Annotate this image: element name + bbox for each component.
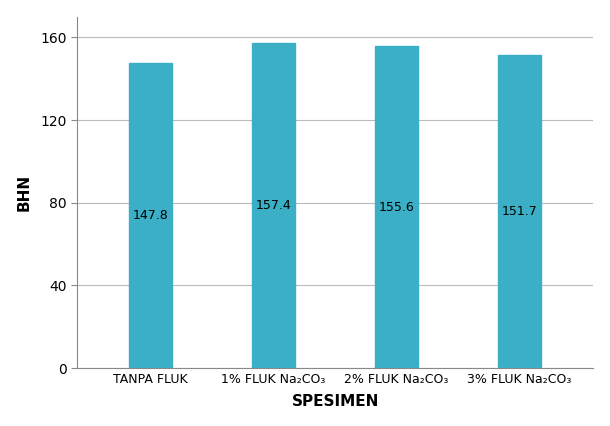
Bar (498, 55, 541, 368)
X-axis label: SPESIMEN: SPESIMEN (292, 394, 379, 409)
Bar (129, 63, 172, 368)
Text: 147.8: 147.8 (133, 209, 168, 222)
Text: 155.6: 155.6 (379, 201, 414, 214)
Y-axis label: BHN: BHN (16, 174, 32, 211)
Text: 151.7: 151.7 (501, 205, 537, 218)
Bar (375, 46, 418, 368)
Bar (252, 43, 295, 368)
Text: 157.4: 157.4 (256, 199, 292, 212)
